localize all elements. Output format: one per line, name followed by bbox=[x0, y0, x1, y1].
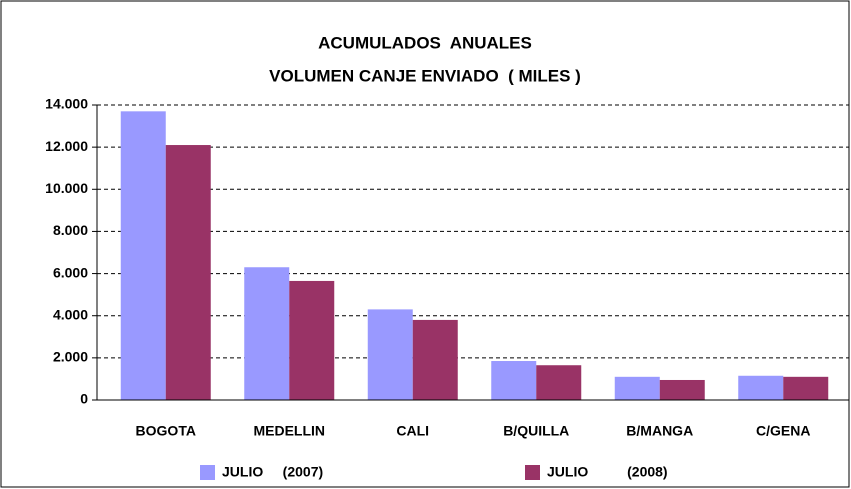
x-tick-label: MEDELLIN bbox=[253, 423, 325, 439]
bar bbox=[783, 376, 829, 400]
x-tick-label: BOGOTA bbox=[136, 423, 196, 439]
y-tick-label: 8.000 bbox=[53, 222, 88, 238]
x-tick-label: B/QUILLA bbox=[503, 423, 569, 439]
legend-swatch bbox=[525, 465, 540, 480]
bar bbox=[659, 379, 705, 400]
y-tick-label: 4.000 bbox=[53, 306, 88, 322]
x-tick-label: B/MANGA bbox=[626, 423, 693, 439]
bar bbox=[536, 365, 582, 400]
chart-title: ACUMULADOS ANUALES bbox=[318, 33, 532, 52]
chart-subtitle: VOLUMEN CANJE ENVIADO ( MILES ) bbox=[269, 66, 581, 85]
legend-label: JULIO (2008) bbox=[547, 464, 668, 480]
y-tick-label: 12.000 bbox=[45, 138, 88, 154]
bar bbox=[289, 280, 335, 400]
y-tick-label: 10.000 bbox=[45, 180, 88, 196]
bar bbox=[491, 361, 537, 400]
x-tick-label: C/GENA bbox=[756, 423, 810, 439]
y-tick-label: 0 bbox=[80, 391, 88, 407]
bar bbox=[412, 319, 458, 400]
x-tick-label: CALI bbox=[396, 423, 429, 439]
bar bbox=[165, 145, 211, 400]
legend-label: JULIO (2007) bbox=[222, 464, 323, 480]
y-tick-label: 14.000 bbox=[45, 96, 88, 112]
bar bbox=[244, 267, 290, 400]
y-tick-label: 2.000 bbox=[53, 349, 88, 365]
y-tick-label: 6.000 bbox=[53, 264, 88, 280]
bar bbox=[614, 376, 660, 400]
bar bbox=[367, 309, 413, 400]
legend-swatch bbox=[200, 465, 215, 480]
bar bbox=[120, 111, 166, 401]
bar bbox=[738, 375, 784, 400]
